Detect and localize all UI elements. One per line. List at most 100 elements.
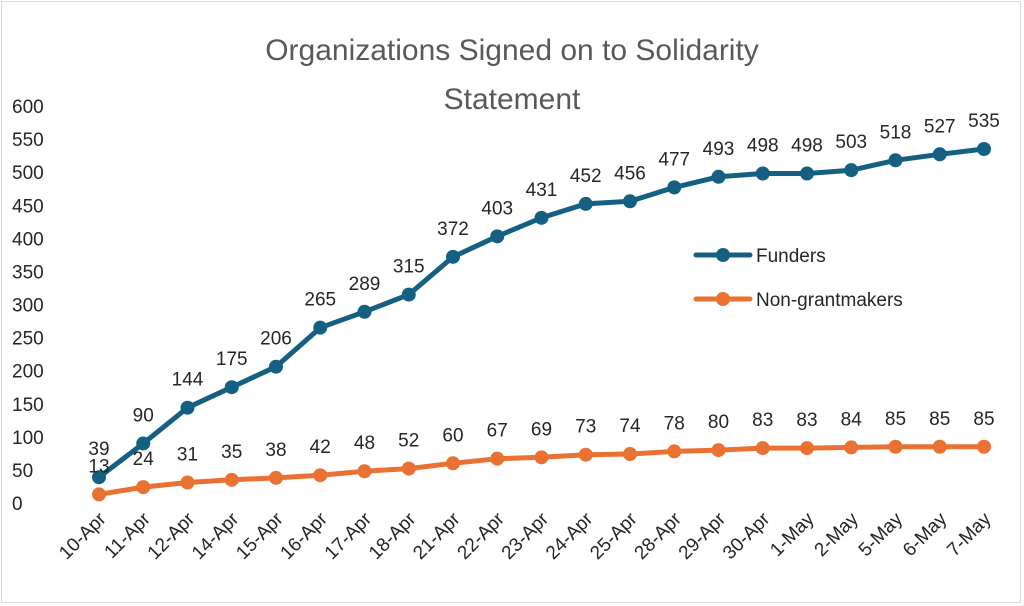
y-tick-label: 350 — [12, 262, 44, 283]
data-label: 452 — [570, 166, 602, 187]
data-label: 85 — [929, 409, 950, 430]
chart-title-line-1: Organizations Signed on to Solidarity — [265, 34, 759, 67]
data-point — [888, 439, 903, 454]
data-label: 80 — [708, 412, 729, 433]
data-point — [932, 147, 947, 162]
data-point — [313, 468, 328, 483]
data-label: 39 — [88, 439, 109, 460]
data-point — [844, 163, 859, 178]
data-label: 90 — [133, 405, 154, 426]
data-point — [888, 153, 903, 168]
data-point — [711, 169, 726, 184]
data-point — [534, 210, 549, 225]
data-point — [844, 440, 859, 455]
data-label: 403 — [481, 198, 513, 219]
y-tick-label: 550 — [12, 130, 44, 151]
data-point — [534, 450, 549, 465]
y-tick-label: 600 — [12, 97, 44, 118]
data-point — [136, 480, 151, 495]
data-label: 73 — [575, 417, 596, 438]
data-point — [224, 472, 239, 487]
data-point — [932, 439, 947, 454]
x-tick-label: 29-Apr — [675, 508, 731, 564]
data-label: 498 — [791, 135, 823, 156]
data-point — [755, 441, 770, 456]
data-point — [800, 166, 814, 181]
x-tick-label: 7-May — [943, 508, 996, 561]
data-point — [578, 196, 593, 211]
data-label: 503 — [835, 132, 867, 153]
data-point — [180, 400, 195, 415]
data-point — [357, 464, 372, 479]
data-label: 60 — [442, 425, 463, 446]
data-label: 13 — [88, 456, 109, 477]
data-label: 85 — [973, 409, 994, 430]
y-tick-label: 450 — [12, 196, 44, 217]
data-point — [667, 180, 682, 195]
legend-swatch-marker — [716, 292, 730, 306]
y-tick-label: 50 — [12, 461, 33, 482]
data-label: 493 — [703, 139, 735, 160]
x-tick-label: 6-May — [899, 508, 952, 561]
x-tick-label: 18-Apr — [365, 508, 421, 564]
y-tick-label: 0 — [12, 494, 23, 515]
x-tick-label: 22-Apr — [454, 508, 510, 564]
x-tick-label: 23-Apr — [498, 508, 554, 564]
data-point — [180, 475, 195, 490]
y-tick-label: 150 — [12, 395, 44, 416]
x-tick-label: 25-Apr — [586, 508, 642, 564]
data-point — [313, 320, 328, 335]
data-label: 42 — [310, 437, 331, 458]
data-label: 83 — [752, 410, 773, 431]
x-tick-label: 14-Apr — [188, 508, 244, 564]
data-label: 265 — [304, 290, 336, 311]
data-point — [977, 142, 991, 157]
data-label: 315 — [393, 257, 425, 278]
data-point — [800, 441, 814, 456]
data-label: 518 — [880, 122, 912, 143]
data-label: 144 — [172, 370, 204, 391]
data-point — [446, 456, 460, 471]
data-point — [711, 443, 726, 458]
data-label: 83 — [796, 410, 817, 431]
data-label: 48 — [354, 433, 375, 454]
x-tick-label: 28-Apr — [631, 508, 687, 564]
data-label: 74 — [619, 416, 641, 437]
legend-label: Non-grantmakers — [756, 290, 903, 311]
data-point — [401, 287, 416, 302]
data-label: 289 — [349, 274, 381, 295]
chart-title-line-2: Statement — [444, 83, 581, 116]
data-point — [490, 229, 505, 244]
x-tick-label: 5-May — [855, 508, 908, 561]
legend-swatch-marker — [716, 248, 730, 262]
data-point — [357, 304, 372, 319]
data-point — [224, 380, 239, 395]
data-point — [623, 447, 637, 462]
data-point — [977, 439, 991, 454]
y-tick-label: 500 — [12, 163, 44, 184]
x-tick-label: 15-Apr — [232, 508, 288, 564]
data-label: 477 — [658, 149, 690, 170]
data-label: 24 — [133, 449, 155, 470]
data-label: 69 — [531, 419, 552, 440]
data-label: 456 — [614, 163, 646, 184]
data-point — [578, 447, 593, 462]
y-tick-label: 300 — [12, 296, 44, 317]
y-tick-label: 100 — [12, 428, 44, 449]
x-tick-label: 21-Apr — [409, 508, 465, 564]
data-label: 535 — [968, 111, 1000, 132]
data-label: 206 — [260, 329, 292, 350]
data-point — [269, 470, 283, 485]
data-label: 84 — [841, 409, 863, 430]
data-point — [92, 470, 106, 485]
data-label: 175 — [216, 349, 248, 370]
y-tick-label: 250 — [12, 329, 44, 350]
data-point — [667, 444, 682, 459]
x-tick-label: 10-Apr — [55, 508, 111, 564]
y-tick-label: 200 — [12, 362, 44, 383]
data-point — [92, 487, 106, 502]
data-point — [755, 166, 770, 181]
data-label: 67 — [487, 421, 508, 442]
